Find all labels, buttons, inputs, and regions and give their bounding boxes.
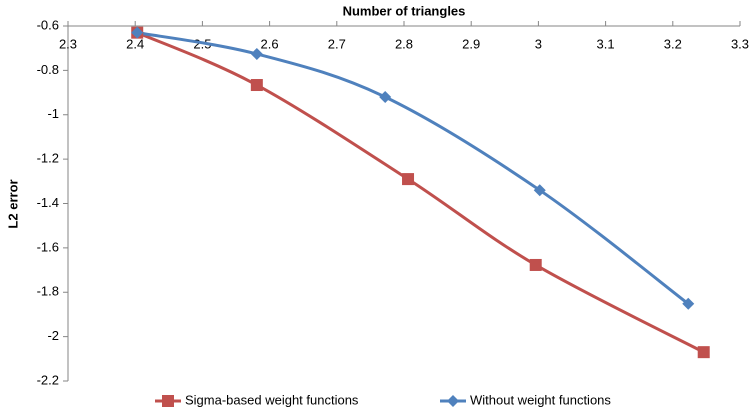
legend-label: Sigma-based weight functions: [185, 392, 359, 407]
point: [250, 47, 263, 60]
legend-marker: [162, 395, 174, 407]
y-tick-label: -1: [47, 106, 59, 121]
x-tick-label: 3.2: [664, 36, 682, 51]
x-tick-label: 2.3: [59, 36, 77, 51]
point: [250, 79, 263, 92]
point: [131, 26, 144, 39]
y-axis-title: L2 error: [5, 179, 20, 228]
legend-marker: [447, 395, 459, 407]
y-tick-label: -2.2: [37, 372, 59, 387]
y-tick-label: -2: [47, 328, 59, 343]
x-tick-label: 3.3: [731, 36, 749, 51]
point: [402, 173, 415, 186]
x-tick-label: 2.8: [395, 36, 413, 51]
x-axis-title: Number of triangles: [343, 3, 466, 18]
point: [379, 91, 392, 103]
y-tick-label: -0.8: [37, 62, 59, 77]
series-line: [136, 31, 690, 305]
x-tick-label: 2.4: [126, 36, 144, 51]
legend-label: Without weight functions: [470, 392, 611, 407]
x-tick-label: 2.9: [462, 36, 480, 51]
y-tick-label: -1.4: [37, 195, 59, 210]
x-tick-label: 3.1: [597, 36, 615, 51]
y-tick-label: -1.6: [37, 239, 59, 254]
y-tick-label: -0.6: [37, 17, 59, 32]
point: [529, 258, 542, 271]
series-line: [136, 31, 705, 354]
point: [533, 184, 546, 197]
x-tick-label: 2.7: [328, 36, 346, 51]
y-tick-label: -1.2: [37, 151, 59, 166]
point: [682, 297, 695, 310]
x-tick-label: 2.6: [261, 36, 279, 51]
y-tick-label: -1.8: [37, 284, 59, 299]
point: [697, 346, 710, 359]
x-tick-label: 3: [535, 36, 542, 51]
